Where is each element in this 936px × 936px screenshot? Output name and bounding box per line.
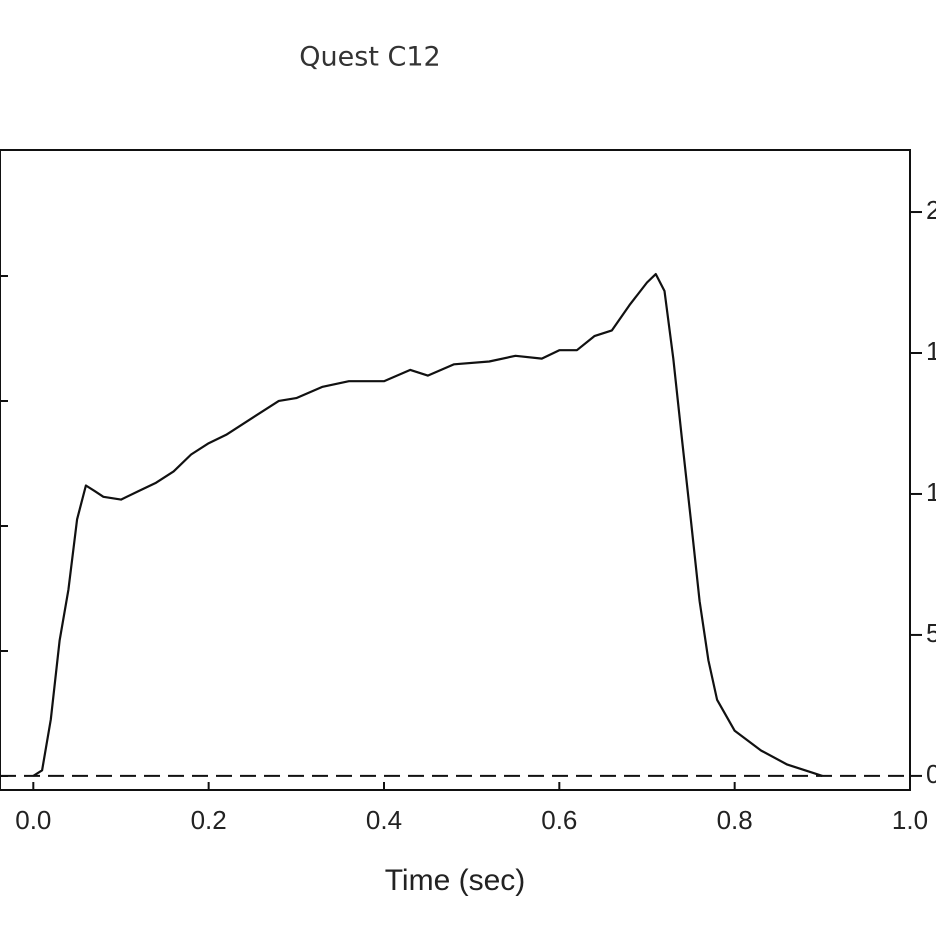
x-tick-label: 0.8 [717,805,753,835]
plot-frame [0,149,911,791]
x-tick-label: 0.4 [366,805,402,835]
line-series [32,273,823,777]
x-axis-label: Time (sec) [385,864,526,897]
x-tick-label: 0.2 [191,805,227,835]
y2-tick-label: 100 [926,477,936,507]
x-tick-label: 0.0 [15,805,51,835]
y2-tick-label: 150 [926,336,936,366]
y2-tick-label: 0 [926,759,936,789]
left-ticks [0,275,8,777]
y2-tick-label: 200 [926,195,936,225]
y2-tick-label: 50 [926,618,936,648]
x-tick-label: 1.0 [892,805,928,835]
x-tick-label: 0.6 [541,805,577,835]
chart-title: Quest C12 [299,42,440,73]
